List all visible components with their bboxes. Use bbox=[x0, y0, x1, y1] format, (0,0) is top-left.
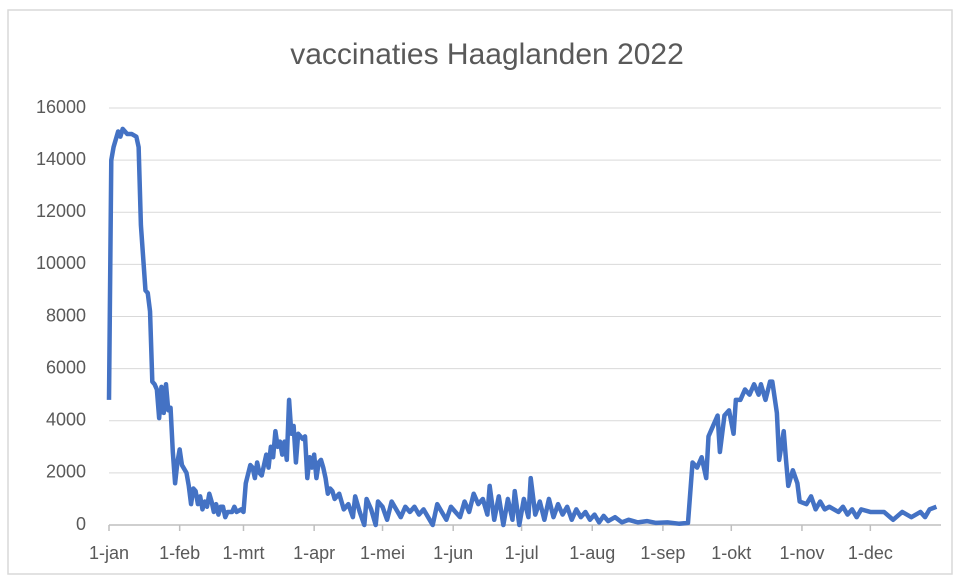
x-tick-label: 1-nov bbox=[779, 543, 824, 563]
y-tick-label: 0 bbox=[76, 514, 86, 534]
x-tick-label: 1-jan bbox=[89, 543, 129, 563]
y-tick-label: 6000 bbox=[46, 357, 86, 377]
chart-title: vaccinaties Haaglanden 2022 bbox=[290, 38, 684, 71]
x-tick-label: 1-okt bbox=[711, 543, 751, 563]
x-tick-label: 1-mrt bbox=[222, 543, 264, 563]
y-tick-label: 12000 bbox=[36, 201, 86, 221]
data-line bbox=[106, 126, 938, 528]
x-tick-label: 1-jun bbox=[433, 543, 473, 563]
x-tick-label: 1-aug bbox=[569, 543, 615, 563]
x-tick-label: 1-apr bbox=[293, 543, 335, 563]
y-tick-label: 10000 bbox=[36, 253, 86, 273]
y-tick-label: 8000 bbox=[46, 305, 86, 325]
x-tick-label: 1-feb bbox=[159, 543, 200, 563]
y-tick-label: 4000 bbox=[46, 410, 86, 430]
y-tick-label: 2000 bbox=[46, 462, 86, 482]
y-tick-label: 14000 bbox=[36, 149, 86, 169]
y-tick-label: 16000 bbox=[36, 97, 86, 117]
x-tick-label: 1-dec bbox=[848, 543, 893, 563]
x-tick-label: 1-mei bbox=[360, 543, 405, 563]
x-tick-label: 1-jul bbox=[505, 543, 539, 563]
x-tick-label: 1-sep bbox=[640, 543, 685, 563]
